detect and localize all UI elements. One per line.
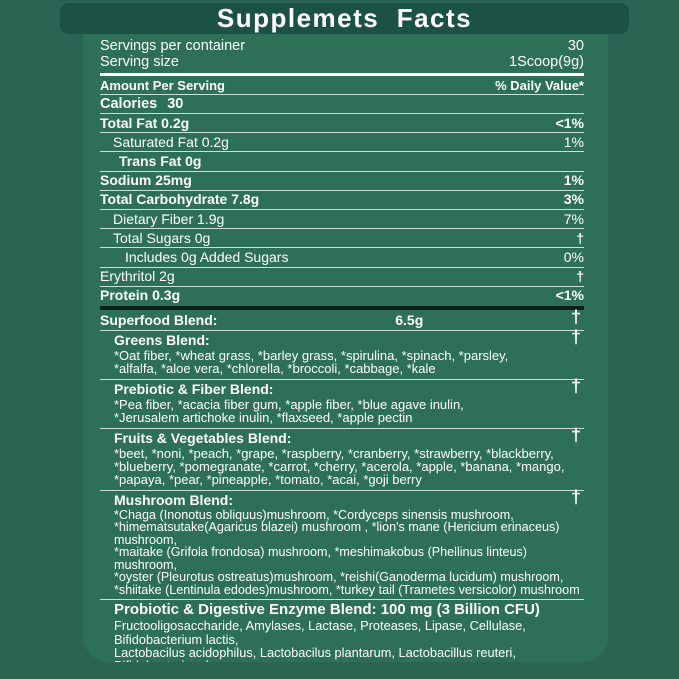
blend-ingredients: *Oat fiber, *wheat grass, *barley grass,… — [114, 348, 509, 377]
nutrient-row: Sodium 25mg 1% — [100, 172, 584, 189]
daily-value-label: % Daily Value* — [495, 78, 584, 93]
nutrient-text: Includes 0g Added Sugars — [125, 248, 289, 265]
nutrient-text: Sodium 25mg — [100, 172, 192, 189]
blend-header: Probiotic & Digestive Enzyme Blend: 100 … — [100, 601, 584, 619]
nutrient-text: Total Sugars 0g — [113, 229, 211, 246]
amount-per-serving-label: Amount Per Serving — [100, 78, 225, 93]
nutrient-row: Total Carbohydrate 7.8g 3% — [100, 192, 584, 208]
divider — [100, 378, 584, 380]
nutrient-text: Dietary Fiber 1.9g — [113, 210, 225, 227]
blend-ingredients: *Chaga (Inonotus obliquus)mushroom, *Cor… — [114, 507, 580, 597]
blend-name: Greens Blend: — [114, 332, 210, 349]
nutrient-daily-value: 7% — [563, 210, 584, 227]
nutrient-row: Dietary Fiber 1.9g 7% — [100, 211, 584, 227]
black-divider — [100, 306, 584, 311]
nutrient-row: Includes 0g Added Sugars 0% — [100, 249, 584, 265]
blend-name: Superfood Blend: — [100, 312, 218, 329]
blend-section: Superfood Blend: 6.5g † — [100, 307, 584, 329]
nutrient-text: Erythritol 2g — [100, 268, 175, 285]
nutrient-row: Saturated Fat 0.2g 1% — [100, 134, 584, 150]
blend-header: Fruits & Vegetables Blend: † — [100, 424, 584, 447]
nutrient-text: Protein 0.3g — [100, 287, 181, 304]
nutrient-daily-value: 0% — [563, 248, 584, 265]
blend-ingredients: *beet, *noni, *peach, *grape, *raspberry… — [114, 445, 565, 488]
divider — [100, 113, 584, 114]
divider — [100, 285, 584, 287]
blend-dagger: † — [570, 327, 581, 348]
servings-per-container-value: 30 — [567, 38, 584, 54]
nutrient-daily-value: † — [576, 268, 584, 285]
divider — [100, 209, 584, 211]
nutrient-daily-value: <1% — [555, 114, 584, 131]
nutrient-row: Total Sugars 0g † — [100, 230, 584, 246]
serving-size-row: Serving size 1Scoop(9g) — [100, 54, 584, 70]
divider — [100, 247, 584, 249]
nutrient-text: Total Fat 0.2g — [100, 114, 190, 131]
blend-ingredients: *Pea fiber, *acacia fiber gum, *apple fi… — [114, 396, 464, 426]
divider — [100, 94, 584, 95]
blend-dagger: † — [570, 375, 581, 396]
blend-header: Prebiotic & Fiber Blend: † — [100, 375, 584, 398]
servings-per-container-label: Servings per container — [100, 38, 246, 54]
nutrient-daily-value: † — [576, 229, 584, 246]
blend-dagger: † — [570, 486, 581, 507]
nutrient-row: Total Fat 0.2g <1% — [100, 115, 584, 131]
facts-panel: Servings per container 30 Serving size 1… — [83, 20, 608, 662]
nutrient-text: Saturated Fat 0.2g — [113, 133, 229, 150]
calories-label: Calories — [100, 96, 158, 112]
blend-name: Mushroom Blend: — [114, 491, 233, 508]
nutrient-row: Trans Fat 0g — [100, 153, 584, 169]
divider — [100, 189, 584, 191]
amount-per-serving-header: Amount Per Serving % Daily Value* — [100, 78, 584, 93]
calories-label-value: Calories 30 — [100, 96, 183, 112]
blend-dagger: † — [570, 424, 581, 445]
nutrient-daily-value: 3% — [563, 191, 584, 208]
servings-per-container-row: Servings per container 30 — [100, 38, 584, 54]
nutrient-text: Total Carbohydrate 7.8g — [100, 191, 260, 208]
divider — [100, 489, 584, 491]
blend-header: Superfood Blend: 6.5g † — [100, 307, 584, 329]
nutrient-row: Erythritol 2g † — [100, 268, 584, 285]
thick-divider — [100, 73, 584, 76]
nutrient-daily-value: 1% — [563, 172, 584, 189]
blend-header: Greens Blend: † — [100, 327, 584, 349]
blend-name: Probiotic & Digestive Enzyme Blend: 100 … — [114, 601, 540, 619]
divider — [100, 170, 584, 172]
blend-header: Mushroom Blend: † — [100, 486, 584, 509]
blend-dagger: † — [570, 307, 581, 328]
label-title: Supplemets Facts — [216, 3, 473, 33]
divider — [100, 330, 584, 332]
blend-section: Prebiotic & Fiber Blend: † *Pea fiber, *ac… — [100, 375, 584, 427]
nutrient-rows: Total Fat 0.2g <1% Saturated Fat 0.2g 1% Tra… — [100, 115, 584, 304]
divider — [100, 132, 584, 134]
blend-ingredients: Fructooligosaccharide, Amylases, Lactase… — [114, 618, 526, 662]
nutrient-text: Trans Fat 0g — [119, 152, 202, 169]
serving-size-label: Serving size — [100, 54, 179, 70]
blend-section: Mushroom Blend: † *Chaga (Inonotus obliquu… — [100, 486, 584, 599]
divider — [100, 266, 584, 268]
blend-amount: 6.5g — [395, 312, 424, 329]
nutrient-row: Protein 0.3g <1% — [100, 288, 584, 304]
blend-name: Fruits & Vegetables Blend: — [114, 429, 292, 446]
divider — [100, 228, 584, 230]
calories-value: 30 — [167, 96, 184, 112]
divider — [100, 151, 584, 153]
blend-section: Fruits & Vegetables Blend: † *beet, *noni,… — [100, 424, 584, 489]
divider — [100, 599, 584, 601]
blend-section: Greens Blend: † *Oat fiber, *wheat grass, … — [100, 327, 584, 378]
calories-row: Calories 30 — [100, 96, 584, 112]
nutrient-daily-value: <1% — [555, 287, 584, 304]
nutrient-daily-value: 1% — [563, 133, 584, 150]
title-bar: Supplemets Facts — [60, 3, 629, 34]
blend-section: Probiotic & Digestive Enzyme Blend: 100 … — [100, 601, 584, 662]
blend-list: Superfood Blend: 6.5g † Greens Blend: † *Oat … — [100, 307, 584, 662]
serving-size-value: 1Scoop(9g) — [509, 54, 584, 70]
blend-name: Prebiotic & Fiber Blend: — [114, 380, 274, 397]
divider — [100, 427, 584, 429]
